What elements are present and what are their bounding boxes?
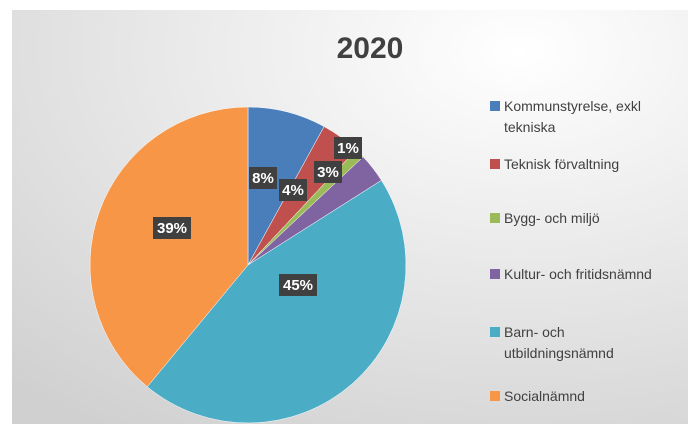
data-label: 8% [252, 170, 274, 187]
legend-item: Kultur- och fritidsnämnd [490, 264, 690, 285]
data-label-box [334, 137, 362, 159]
data-label: 4% [282, 182, 304, 199]
chart-title: 2020 [337, 32, 404, 65]
data-label-box [153, 217, 191, 239]
legend-label: Bygg- och miljö [504, 210, 600, 226]
legend-swatch [490, 327, 500, 337]
legend-item: Teknisk förvaltning [490, 154, 690, 175]
legend-swatch [490, 101, 500, 111]
legend-swatch [490, 159, 500, 169]
pie-slice [146, 179, 407, 424]
legend-swatch [490, 269, 500, 279]
legend-item: Socialnämnd [490, 386, 690, 407]
legend-item: Bygg- och miljö [490, 208, 690, 229]
legend-swatch [490, 391, 500, 401]
data-label: 1% [337, 140, 359, 157]
legend-label: Socialnämnd [504, 388, 585, 404]
data-label: 39% [157, 220, 187, 237]
legend-label: Teknisk förvaltning [504, 156, 620, 172]
legend-label: Barn- och utbildningsnämnd [504, 324, 614, 361]
data-label: 45% [283, 277, 313, 294]
legend-label: Kultur- och fritidsnämnd [504, 266, 652, 282]
data-label: 3% [317, 164, 339, 181]
legend-label: Kommunstyrelse, exkl tekniska [504, 98, 641, 135]
data-label-box [314, 161, 342, 183]
legend-swatch [490, 213, 500, 223]
pie-slice [89, 106, 249, 388]
data-label-box [249, 167, 277, 189]
data-label-box [279, 274, 317, 296]
legend-item: Barn- och utbildningsnämnd [490, 322, 690, 364]
data-label-box [279, 179, 307, 201]
legend-item: Kommunstyrelse, exkl tekniska [490, 96, 690, 138]
